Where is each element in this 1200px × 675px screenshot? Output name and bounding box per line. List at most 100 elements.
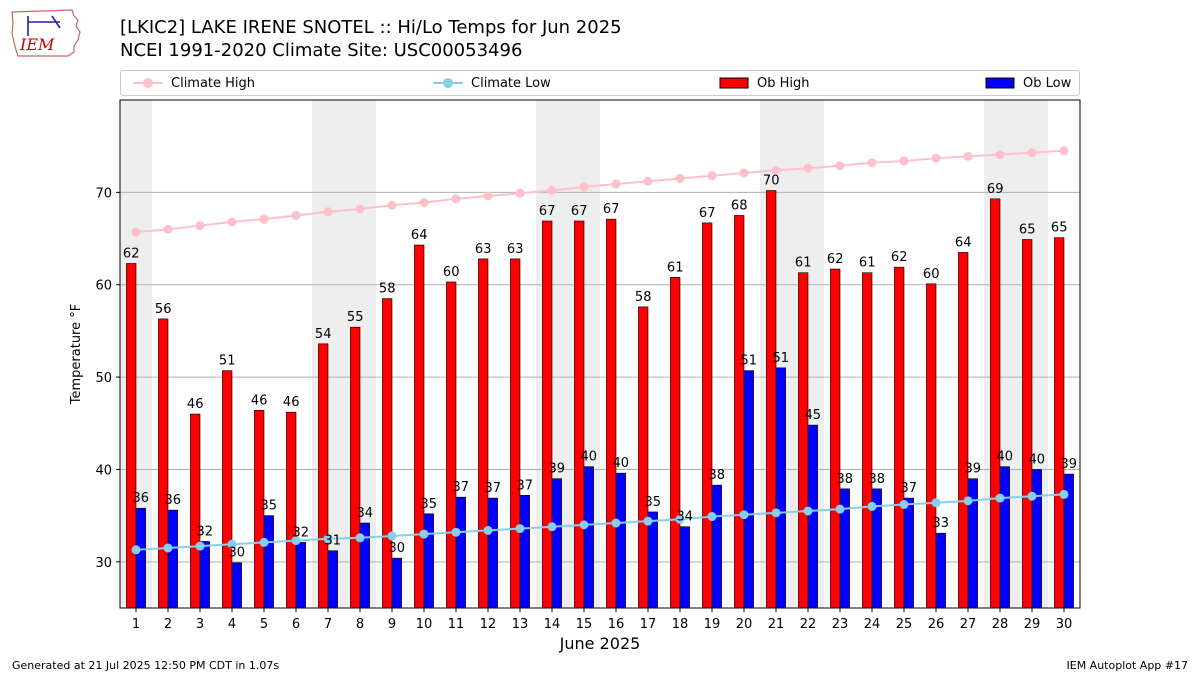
ob-high-label-20: 68 [731,198,748,213]
climate-low-point-15 [579,520,589,530]
ob-high-bar-3 [190,413,201,609]
ob-low-label-8: 34 [357,506,374,521]
climate-high-line [135,149,1065,234]
ob-high-bar-14 [542,220,553,609]
ob-high-label-4: 51 [219,354,236,369]
climate-high-point-14 [547,186,557,196]
legend-climate-low: Climate Low [433,71,551,95]
climate-low-point-19 [707,512,717,522]
ob-high-label-23: 62 [827,252,844,267]
x-tick-label-21: 21 [768,617,785,632]
ob-low-label-30: 39 [1061,457,1078,472]
ob-low-bar-19 [711,484,722,609]
ob-low-label-6: 32 [293,525,310,540]
ob-high-label-25: 62 [891,250,908,265]
ob-low-label-2: 36 [165,493,182,508]
ob-low-swatch-icon [985,77,1015,89]
iem-logo: IEM [11,9,81,57]
climate-high-point-27 [963,151,973,161]
climate-high-point-9 [387,200,397,210]
y-axis-label: Temperature °F [69,304,84,405]
climate-high-point-23 [835,161,845,171]
ob-high-bar-30 [1054,237,1065,609]
x-tick-label-12: 12 [480,617,497,632]
ob-high-bar-6 [286,411,297,609]
climate-low-point-6 [291,536,301,546]
ob-high-bar-4 [222,370,233,609]
x-tick-label-23: 23 [832,617,849,632]
legend-ob-low: Ob Low [985,71,1071,95]
ob-low-bar-20 [743,370,754,609]
legend-climate-high: Climate High [133,71,255,95]
x-tick-label-28: 28 [992,617,1009,632]
ob-low-bar-15 [583,466,594,609]
ob-low-bar-3 [199,541,210,609]
x-tick-label-19: 19 [704,617,721,632]
ob-low-bar-14 [551,478,562,609]
ob-low-bar-22 [807,424,818,609]
x-tick-label-17: 17 [640,617,657,632]
weather-station-icon [27,15,61,36]
ob-low-bar-18 [679,526,690,609]
climate-high-point-2 [163,224,173,234]
ob-high-label-19: 67 [699,206,716,221]
ob-high-bar-28 [990,198,1001,609]
generated-timestamp: Generated at 21 Jul 2025 12:50 PM CDT in… [12,659,280,672]
climate-low-point-25 [899,500,909,510]
ob-low-bar-26 [935,532,946,609]
ob-high-label-30: 65 [1051,221,1068,236]
climate-low-marker-icon [433,78,463,88]
climate-high-point-7 [323,207,333,217]
ob-low-label-28: 40 [997,450,1014,465]
x-tick-label-14: 14 [544,617,561,632]
climate-high-point-26 [931,153,941,163]
ob-high-label-16: 67 [603,202,620,217]
ob-high-bar-11 [446,281,457,609]
climate-low-point-1 [131,545,141,555]
ob-high-label-2: 56 [155,302,172,317]
ob-high-label-8: 55 [347,310,364,325]
chart-subtitle: NCEI 1991-2020 Climate Site: USC00053496 [120,40,523,61]
ob-high-label-10: 64 [411,228,428,243]
ob-high-label-28: 69 [987,182,1004,197]
climate-high-point-16 [611,179,621,189]
ob-low-bar-25 [903,497,914,609]
climate-low-point-16 [611,518,621,528]
climate-low-point-14 [547,522,557,532]
climate-low-point-8 [355,533,365,543]
climate-low-point-28 [995,493,1005,503]
ob-high-bar-19 [702,222,713,609]
climate-high-point-11 [451,194,461,204]
climate-low-point-11 [451,527,461,537]
ob-low-bar-21 [775,367,786,609]
y-tick-label-50: 50 [95,371,112,386]
legend-label-climate-high: Climate High [171,75,256,91]
ob-low-label-29: 40 [1029,452,1046,467]
bars [126,190,1074,609]
climate-low-point-10 [419,529,429,539]
climate-high-point-18 [675,174,685,184]
y-tick-label-40: 40 [95,463,112,478]
ob-low-label-27: 39 [965,462,982,477]
ob-high-bar-12 [478,258,489,609]
ob-high-label-18: 61 [667,260,684,275]
climate-high-point-15 [579,182,589,192]
ob-low-bar-12 [487,497,498,609]
climate-low-point-26 [931,498,941,508]
climate-low-point-27 [963,496,973,506]
ob-low-bar-13 [519,495,530,609]
legend-label-climate-low: Climate Low [471,75,551,91]
ob-high-label-7: 54 [315,327,332,342]
climate-high-point-8 [355,204,365,214]
ob-high-label-27: 64 [955,235,972,250]
y-tick-label-70: 70 [95,186,112,201]
ob-high-label-29: 65 [1019,222,1036,237]
chart-title: [LKIC2] LAKE IRENE SNOTEL :: Hi/Lo Temps… [120,17,622,38]
ob-low-label-7: 31 [325,534,342,549]
climate-high-point-5 [259,214,269,224]
climate-high-point-4 [227,217,237,227]
x-tick-label-27: 27 [960,617,977,632]
legend-label-ob-low: Ob Low [1023,75,1072,91]
x-tick-label-3: 3 [196,617,204,632]
